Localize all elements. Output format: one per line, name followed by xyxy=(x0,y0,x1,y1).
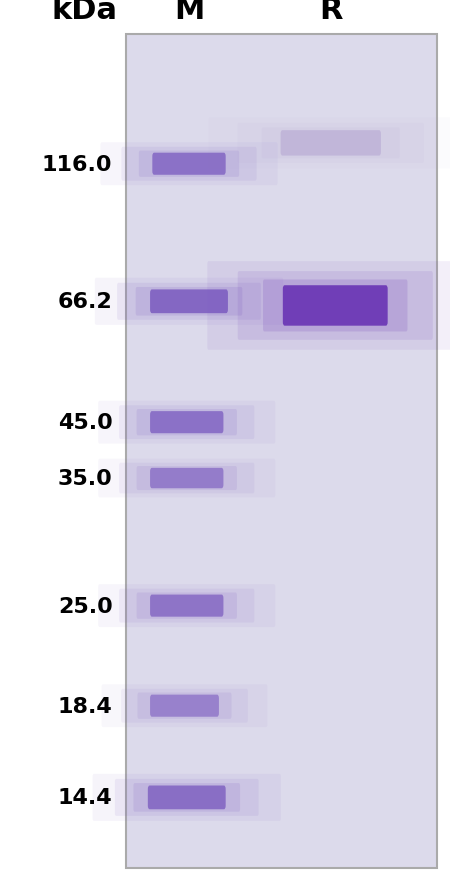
FancyBboxPatch shape xyxy=(93,774,281,821)
FancyBboxPatch shape xyxy=(119,406,254,439)
FancyBboxPatch shape xyxy=(137,409,237,436)
FancyBboxPatch shape xyxy=(281,131,381,157)
FancyBboxPatch shape xyxy=(98,585,275,627)
FancyBboxPatch shape xyxy=(100,144,278,186)
FancyBboxPatch shape xyxy=(119,589,254,623)
FancyBboxPatch shape xyxy=(238,124,424,164)
FancyBboxPatch shape xyxy=(115,779,259,816)
Text: 18.4: 18.4 xyxy=(58,696,112,716)
FancyBboxPatch shape xyxy=(135,288,242,316)
FancyBboxPatch shape xyxy=(262,128,400,159)
FancyBboxPatch shape xyxy=(139,152,239,178)
FancyBboxPatch shape xyxy=(148,786,225,810)
FancyBboxPatch shape xyxy=(263,280,408,332)
FancyBboxPatch shape xyxy=(152,153,225,175)
FancyBboxPatch shape xyxy=(98,459,275,498)
FancyBboxPatch shape xyxy=(137,593,237,619)
FancyBboxPatch shape xyxy=(95,278,283,325)
FancyBboxPatch shape xyxy=(117,284,261,321)
Text: 14.4: 14.4 xyxy=(58,788,112,807)
Text: R: R xyxy=(319,0,342,25)
FancyBboxPatch shape xyxy=(137,467,237,491)
FancyBboxPatch shape xyxy=(150,695,219,717)
FancyBboxPatch shape xyxy=(150,595,223,617)
FancyBboxPatch shape xyxy=(207,262,450,350)
FancyBboxPatch shape xyxy=(283,286,387,326)
FancyBboxPatch shape xyxy=(98,401,275,444)
FancyBboxPatch shape xyxy=(150,290,228,314)
FancyBboxPatch shape xyxy=(133,783,240,812)
Text: 25.0: 25.0 xyxy=(58,596,112,616)
Text: M: M xyxy=(174,0,204,25)
FancyBboxPatch shape xyxy=(238,272,433,340)
FancyBboxPatch shape xyxy=(150,412,223,434)
Text: 116.0: 116.0 xyxy=(42,154,112,175)
FancyBboxPatch shape xyxy=(119,463,254,494)
Text: 45.0: 45.0 xyxy=(58,413,112,432)
FancyBboxPatch shape xyxy=(121,689,248,723)
FancyBboxPatch shape xyxy=(138,693,231,719)
FancyBboxPatch shape xyxy=(126,35,436,868)
FancyBboxPatch shape xyxy=(122,148,256,182)
Text: kDa: kDa xyxy=(51,0,117,25)
Text: 35.0: 35.0 xyxy=(58,469,112,488)
FancyBboxPatch shape xyxy=(150,469,223,489)
Text: 66.2: 66.2 xyxy=(58,292,112,312)
